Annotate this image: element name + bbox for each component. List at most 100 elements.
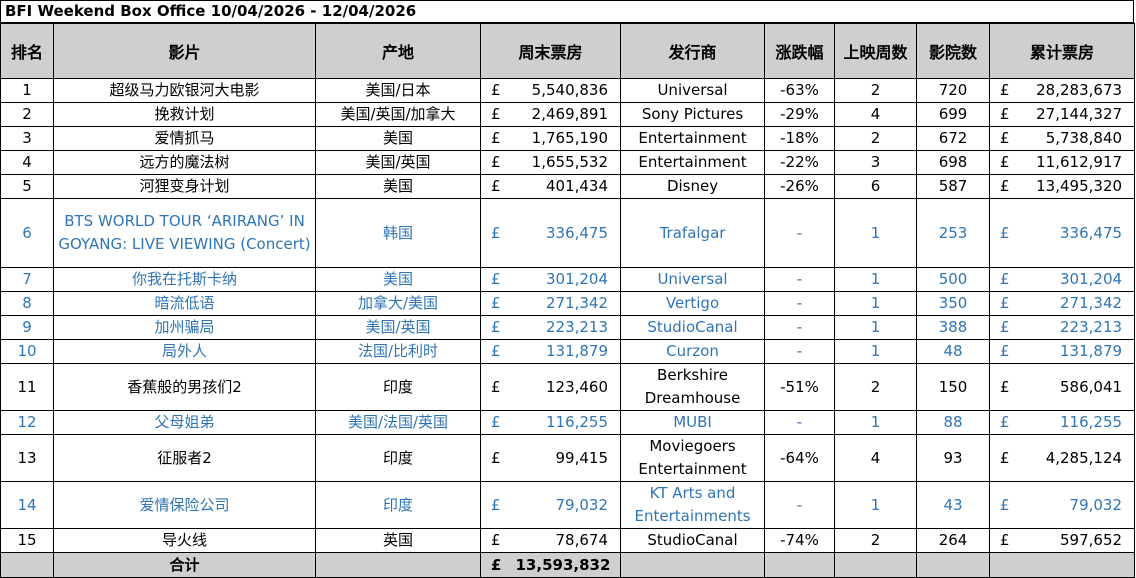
header-cinemas: 影院数 bbox=[916, 23, 991, 79]
origin-cell: 韩国 bbox=[315, 198, 481, 268]
weekend-gross-cell: 336,475 bbox=[515, 198, 622, 268]
header-change: 涨跌幅 bbox=[764, 23, 836, 79]
weekend-gross-cell: 79,032 bbox=[515, 481, 622, 529]
header-rank: 排名 bbox=[0, 23, 54, 79]
total-gross-cell: 79,032 bbox=[1025, 481, 1136, 529]
cinemas-cell: 699 bbox=[916, 102, 991, 127]
cinemas-cell: 43 bbox=[916, 481, 991, 529]
cinemas-cell: 388 bbox=[916, 315, 991, 340]
rank-cell: 2 bbox=[0, 102, 54, 127]
origin-cell: 美国 bbox=[315, 126, 481, 151]
origin-cell: 美国/法国/英国 bbox=[315, 410, 481, 435]
cinemas-cell: 150 bbox=[916, 363, 991, 411]
weeks-cell: 3 bbox=[834, 150, 918, 175]
origin-cell: 印度 bbox=[315, 363, 481, 411]
change-cell: -51% bbox=[764, 363, 836, 411]
origin-cell: 美国/英国/加拿大 bbox=[315, 102, 481, 127]
weekend-currency: £ bbox=[480, 315, 516, 340]
weekend-currency: £ bbox=[480, 78, 516, 103]
weeks-cell: 1 bbox=[834, 315, 918, 340]
rank-cell: 14 bbox=[0, 481, 54, 529]
total-currency: £ bbox=[989, 434, 1026, 482]
weekend-currency: £ bbox=[480, 102, 516, 127]
cinemas-cell: 350 bbox=[916, 291, 991, 316]
cinemas-cell: 48 bbox=[916, 339, 991, 364]
total-currency: £ bbox=[989, 363, 1026, 411]
total-gross-cell: 131,879 bbox=[1025, 339, 1136, 364]
cinemas-cell: 264 bbox=[916, 528, 991, 553]
rank-cell: 12 bbox=[0, 410, 54, 435]
cinemas-cell: 672 bbox=[916, 126, 991, 151]
rank-cell: 8 bbox=[0, 291, 54, 316]
distributor-cell: Universal bbox=[620, 267, 766, 292]
origin-cell: 美国/英国 bbox=[315, 315, 481, 340]
table-row: 1 超级马力欧银河大电影 美国/日本 £ 5,540,836 Universal… bbox=[0, 78, 1136, 103]
weeks-cell: 1 bbox=[834, 481, 918, 529]
distributor-cell: KT Arts and Entertainments bbox=[620, 481, 766, 529]
cinemas-cell: 93 bbox=[916, 434, 991, 482]
weeks-cell: 1 bbox=[834, 198, 918, 268]
total-gross-cell: 271,342 bbox=[1025, 291, 1136, 316]
weekend-gross-cell: 301,204 bbox=[515, 267, 622, 292]
weeks-cell: 1 bbox=[834, 410, 918, 435]
header-film: 影片 bbox=[53, 23, 316, 79]
table-row: 8 暗流低语 加拿大/美国 £ 271,342 Vertigo - 1 350 … bbox=[0, 291, 1136, 316]
total-currency: £ bbox=[989, 126, 1026, 151]
weeks-cell: 6 bbox=[834, 174, 918, 199]
change-cell: - bbox=[764, 198, 836, 268]
weekend-gross-cell: 131,879 bbox=[515, 339, 622, 364]
weekend-currency: £ bbox=[480, 198, 516, 268]
distributor-cell: Disney bbox=[620, 174, 766, 199]
weekend-gross-cell: 5,540,836 bbox=[515, 78, 622, 103]
table-row: 5 河狸变身计划 美国 £ 401,434 Disney -26% 6 587 … bbox=[0, 174, 1136, 199]
distributor-cell: Entertainment bbox=[620, 150, 766, 175]
weekend-currency: £ bbox=[480, 410, 516, 435]
rank-cell: 3 bbox=[0, 126, 54, 151]
total-currency: £ bbox=[989, 78, 1026, 103]
table-row: 12 父母姐弟 美国/法国/英国 £ 116,255 MUBI - 1 88 £… bbox=[0, 410, 1136, 435]
distributor-cell: Vertigo bbox=[620, 291, 766, 316]
table-row: 3 爱情抓马 美国 £ 1,765,190 Entertainment -18%… bbox=[0, 126, 1136, 151]
weekend-gross-cell: 401,434 bbox=[515, 174, 622, 199]
distributor-cell: Moviegoers Entertainment bbox=[620, 434, 766, 482]
change-cell: - bbox=[764, 339, 836, 364]
weekend-gross-cell: 2,469,891 bbox=[515, 102, 622, 127]
weeks-cell: 1 bbox=[834, 267, 918, 292]
distributor-cell: Universal bbox=[620, 78, 766, 103]
weekend-currency: £ bbox=[480, 150, 516, 175]
film-cell: 暗流低语 bbox=[53, 291, 316, 316]
total-currency: £ bbox=[989, 267, 1026, 292]
table-row: 2 挽救计划 美国/英国/加拿大 £ 2,469,891 Sony Pictur… bbox=[0, 102, 1136, 127]
total-currency: £ bbox=[989, 174, 1026, 199]
rank-cell: 4 bbox=[0, 150, 54, 175]
cinemas-cell: 698 bbox=[916, 150, 991, 175]
change-cell: - bbox=[764, 267, 836, 292]
origin-cell: 法国/比利时 bbox=[315, 339, 481, 364]
total-currency: £ bbox=[989, 291, 1026, 316]
total-currency: £ bbox=[989, 315, 1026, 340]
rank-cell: 13 bbox=[0, 434, 54, 482]
distributor-cell: Trafalgar bbox=[620, 198, 766, 268]
weekend-currency: £ bbox=[480, 126, 516, 151]
rank-cell: 10 bbox=[0, 339, 54, 364]
change-cell: -63% bbox=[764, 78, 836, 103]
film-cell: 远方的魔法树 bbox=[53, 150, 316, 175]
rank-cell: 1 bbox=[0, 78, 54, 103]
change-cell: -18% bbox=[764, 126, 836, 151]
weekend-gross-cell: 78,674 bbox=[515, 528, 622, 553]
table-row: 13 征服者2 印度 £ 99,415 Moviegoers Entertain… bbox=[0, 434, 1136, 482]
film-cell: 河狸变身计划 bbox=[53, 174, 316, 199]
weekend-currency: £ bbox=[480, 481, 516, 529]
film-cell: 爱情保险公司 bbox=[53, 481, 316, 529]
film-cell: 香蕉般的男孩们2 bbox=[53, 363, 316, 411]
change-cell: -26% bbox=[764, 174, 836, 199]
total-gross-cell: 116,255 bbox=[1025, 410, 1136, 435]
cinemas-cell: 500 bbox=[916, 267, 991, 292]
table-row: 10 局外人 法国/比利时 £ 131,879 Curzon - 1 48 £ … bbox=[0, 339, 1136, 364]
header-row: 排名 影片 产地 周末票房 发行商 涨跌幅 上映周数 影院数 累计票房 bbox=[0, 23, 1136, 79]
total-currency: £ bbox=[989, 481, 1026, 529]
weekend-gross-cell: 123,460 bbox=[515, 363, 622, 411]
table-row: 14 爱情保险公司 印度 £ 79,032 KT Arts and Entert… bbox=[0, 481, 1136, 529]
origin-cell: 美国/日本 bbox=[315, 78, 481, 103]
total-gross-cell: 336,475 bbox=[1025, 198, 1136, 268]
